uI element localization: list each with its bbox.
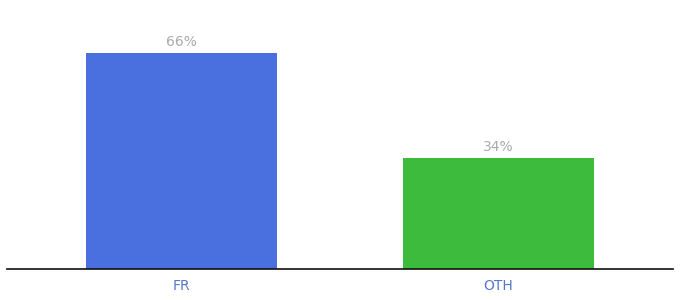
Text: 66%: 66% (166, 35, 197, 49)
Bar (403, 158, 594, 269)
Text: 34%: 34% (483, 140, 514, 154)
Bar (86, 53, 277, 269)
